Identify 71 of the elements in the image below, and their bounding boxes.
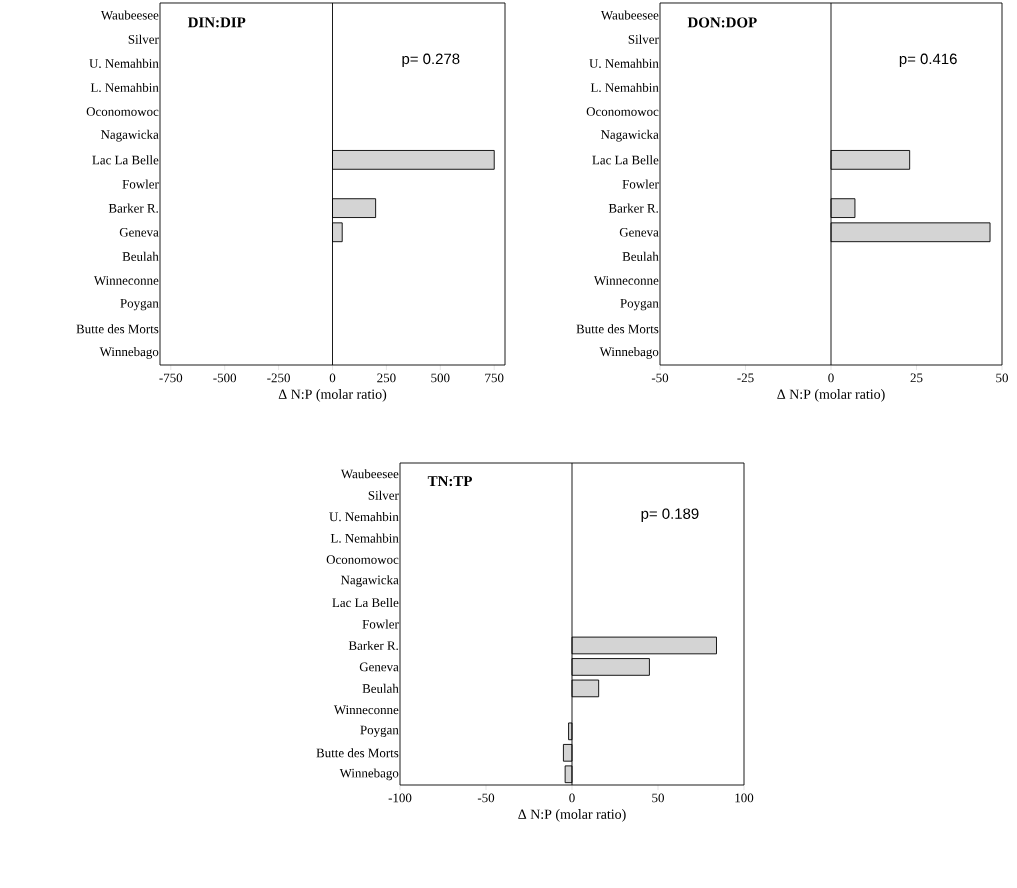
x-tick-label: -250 (267, 373, 290, 383)
y-tick-label: Nagawicka (340, 575, 399, 587)
x-tick-label: 50 (652, 793, 664, 803)
text: DIN:DIP (187, 17, 246, 28)
y-tick-label: Waubeesee (340, 469, 399, 479)
y-tick-label: Oconomowoc (86, 107, 159, 116)
x-tick-label: 0 (828, 373, 834, 383)
y-tick-label: U. Nemahbin (89, 58, 159, 68)
annotation: p= 0.278 (402, 53, 460, 68)
y-tick-label: Fowler (362, 619, 399, 629)
y-tick-label: Butte des Morts (576, 324, 659, 334)
y-tick-label: L. Nemahbin (330, 533, 399, 543)
y-tick-label: Waubeesee (600, 10, 659, 20)
y-tick-label: Geneva (619, 227, 659, 237)
y-tick-label: Fowler (122, 179, 159, 189)
y-tick-label: Butte des Morts (316, 748, 399, 758)
y-tick-label: Silver (128, 34, 159, 44)
y-tick-label: Nagawicka (600, 129, 659, 142)
y-tick-label: Poygan (360, 725, 399, 737)
y-tick-label: Butte des Morts (76, 324, 159, 334)
y-tick-label: L. Nemahbin (90, 82, 159, 93)
x-axis-title: Δ N:P (molar ratio) (278, 389, 387, 402)
x-tick-label: -750 (159, 373, 183, 383)
y-tick-label: Winnebago (599, 347, 659, 359)
x-tick-label: 0 (329, 373, 336, 383)
y-tick-label: Winneconne (333, 705, 399, 715)
x-tick-label: -50 (477, 793, 495, 803)
y-tick-label: Winneconne (93, 276, 159, 285)
y-tick-label: U. Nemahbin (329, 512, 399, 522)
y-tick-label: Lac La Belle (92, 155, 159, 165)
x-tick-label: 50 (996, 373, 1008, 383)
y-tick-label: Beulah (622, 251, 659, 261)
y-tick-label: Nagawicka (100, 129, 159, 142)
y-tick-label: U. Nemahbin (589, 58, 659, 68)
x-tick-label: -25 (737, 373, 754, 383)
x-tick-label: 750 (485, 373, 504, 383)
x-tick-label: -500 (213, 373, 237, 383)
y-tick-label: Oconomowoc (326, 555, 399, 564)
y-tick-label: Beulah (362, 683, 399, 693)
y-tick-label: Silver (628, 34, 659, 44)
y-tick-label: Silver (368, 490, 399, 500)
x-tick-label: 25 (910, 373, 923, 383)
x-axis-title: Δ N:P (molar ratio) (518, 809, 626, 822)
y-tick-label: Oconomowoc (586, 107, 659, 116)
y-tick-label: Poygan (620, 299, 659, 311)
y-tick-label: Barker R. (108, 203, 158, 213)
y-tick-label: Winnebago (99, 347, 159, 359)
x-tick-label: 0 (569, 793, 575, 803)
annotation: p= 0.189 (641, 508, 699, 522)
y-tick-label: Winneconne (593, 276, 659, 285)
y-tick-label: Waubeesee (100, 10, 159, 20)
x-tick-label: 100 (735, 793, 754, 803)
y-tick-label: Winnebago (339, 768, 399, 781)
y-tick-label: Lac La Belle (592, 155, 659, 165)
y-tick-label: Barker R. (348, 640, 398, 651)
y-tick-label: Poygan (120, 299, 159, 311)
x-tick-label: 500 (431, 373, 450, 383)
y-tick-label: Geneva (119, 227, 159, 237)
y-tick-label: L. Nemahbin (590, 82, 659, 93)
x-tick-label: -100 (388, 793, 412, 803)
y-tick-label: Geneva (359, 662, 399, 672)
text: TN:TP (427, 476, 473, 487)
annotation: p= 0.416 (899, 53, 957, 68)
text: DON:DOP (687, 17, 757, 28)
y-tick-label: Lac La Belle (332, 597, 399, 608)
x-axis-title: Δ N:P (molar ratio) (777, 389, 885, 402)
x-tick-label: -50 (651, 373, 669, 383)
y-tick-label: Barker R. (608, 203, 658, 213)
y-tick-label: Fowler (622, 179, 659, 189)
y-tick-label: Beulah (122, 251, 159, 261)
x-tick-label: 250 (377, 373, 396, 383)
